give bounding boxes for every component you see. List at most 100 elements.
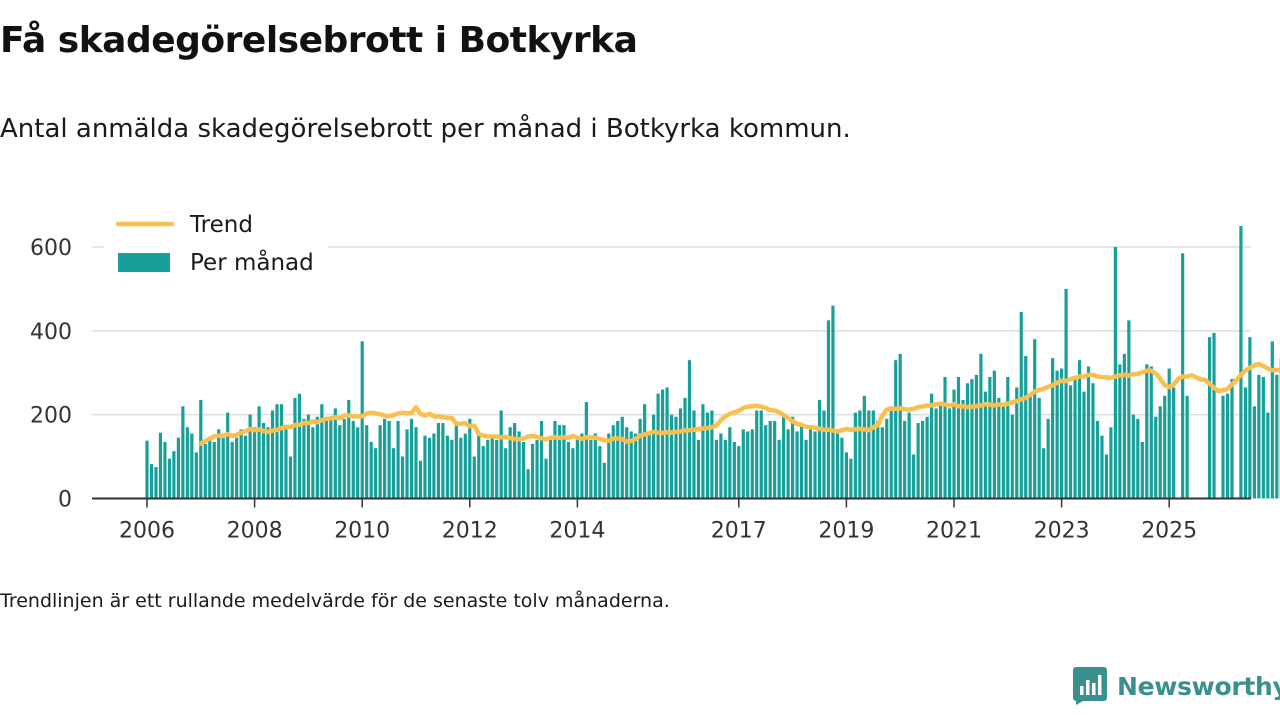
bar <box>956 376 961 499</box>
bar <box>562 425 566 499</box>
bar <box>302 418 306 499</box>
bar <box>490 435 494 499</box>
bar <box>1230 379 1234 499</box>
bar <box>575 435 579 499</box>
bar <box>217 429 221 499</box>
bar <box>154 467 158 499</box>
bar <box>1046 418 1050 499</box>
bar <box>903 420 907 499</box>
bar <box>208 437 212 499</box>
bar <box>1064 288 1068 499</box>
bar <box>862 395 866 499</box>
x-tick-label: 2006 <box>119 519 175 544</box>
bar <box>1149 366 1153 499</box>
bar <box>1145 364 1149 499</box>
bar <box>270 410 275 499</box>
bar <box>253 427 257 499</box>
bar <box>239 429 243 499</box>
bar <box>486 439 490 499</box>
bar <box>934 408 938 499</box>
bar <box>1100 435 1104 499</box>
bar <box>544 458 548 499</box>
bar <box>275 404 279 499</box>
bar <box>835 429 840 499</box>
bar <box>548 439 553 499</box>
bar <box>858 410 862 499</box>
bar <box>1221 395 1225 499</box>
x-tick-label: 2014 <box>549 519 605 544</box>
bar <box>526 469 530 499</box>
bar <box>1275 374 1279 499</box>
bar <box>925 416 929 499</box>
bar <box>387 420 391 499</box>
bar <box>638 418 642 499</box>
bar <box>199 400 203 499</box>
bar <box>441 423 445 499</box>
bar <box>880 427 884 499</box>
bar <box>988 376 992 499</box>
bar <box>907 412 911 499</box>
bar <box>409 418 414 499</box>
y-tick-label: 400 <box>30 320 72 345</box>
bar <box>1033 339 1037 499</box>
bar <box>1248 337 1252 499</box>
bar <box>1167 368 1171 499</box>
bar <box>369 441 373 499</box>
bar <box>656 393 660 499</box>
bar <box>333 408 337 499</box>
bar <box>293 397 297 499</box>
bar <box>723 439 727 499</box>
bar <box>916 423 920 499</box>
bar <box>1051 358 1055 499</box>
bar <box>522 441 526 499</box>
y-axis-tick-labels: 0 200 400 600 <box>30 236 72 513</box>
bar <box>1140 441 1144 499</box>
bar <box>889 406 893 499</box>
bar <box>190 433 194 499</box>
bar <box>1158 406 1162 499</box>
bar <box>1068 385 1073 499</box>
x-tick-label: 2021 <box>926 519 982 544</box>
x-tick-label: 2023 <box>1034 519 1090 544</box>
bar <box>611 425 615 499</box>
bar <box>517 431 521 499</box>
monthly-bars <box>145 226 1280 499</box>
bar <box>777 439 781 499</box>
bar <box>840 437 844 499</box>
brand-logo: Newsworthy <box>1073 666 1280 706</box>
bar <box>400 456 405 499</box>
bar <box>1154 416 1158 499</box>
bar <box>705 412 710 499</box>
bar <box>1019 311 1023 499</box>
bar <box>620 416 624 499</box>
bar <box>535 439 539 499</box>
bar <box>396 420 400 499</box>
bar <box>607 433 611 499</box>
bar <box>589 439 593 499</box>
bar <box>808 429 813 499</box>
legend-per-month-swatch <box>118 253 170 272</box>
bar <box>768 420 772 499</box>
bar <box>813 431 817 499</box>
bar <box>826 320 831 499</box>
bar <box>329 416 333 499</box>
bar <box>831 305 835 499</box>
bar <box>593 433 597 499</box>
bar <box>320 404 324 499</box>
chart-title: Få skadegörelsebrott i Botkyrka <box>0 20 638 61</box>
bar <box>244 435 248 499</box>
bar <box>1104 454 1109 499</box>
bar <box>983 391 987 499</box>
bar <box>885 418 889 499</box>
bar <box>602 462 606 499</box>
bar <box>898 353 902 499</box>
bar <box>894 360 898 499</box>
x-axis-ticks: 2006 2008 2010 2012 2014 2017 2019 2021 2023 2025 <box>119 498 1197 544</box>
bar <box>629 431 633 499</box>
bar <box>652 414 656 499</box>
bar <box>822 410 826 499</box>
bar <box>261 423 266 499</box>
bar <box>1086 366 1091 499</box>
bar <box>571 448 575 499</box>
